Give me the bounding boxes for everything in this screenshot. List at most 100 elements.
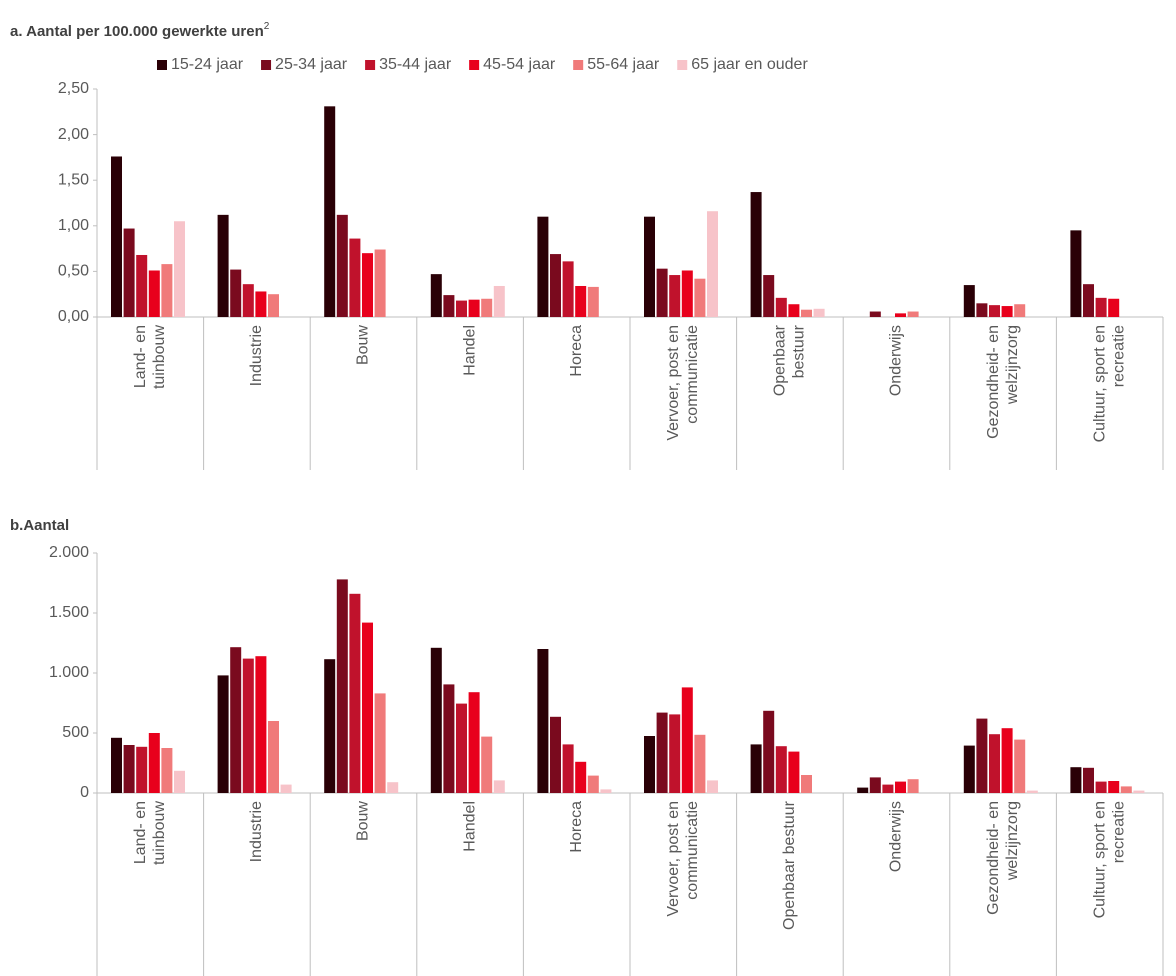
bar <box>857 787 869 793</box>
bar <box>963 745 975 793</box>
bar <box>707 211 718 317</box>
legend-swatch <box>365 60 376 70</box>
x-tick-label: welzijnzorg <box>1004 325 1021 405</box>
bar <box>430 274 442 317</box>
bar <box>976 303 988 317</box>
x-tick-label: Gezondheid- en <box>985 325 1002 439</box>
x-tick-label: welzijnzorg <box>1004 801 1021 881</box>
bar <box>174 221 185 317</box>
x-tick-label: Bouw <box>355 801 372 841</box>
bar <box>362 253 373 317</box>
bar <box>1120 786 1132 793</box>
bar <box>656 268 668 317</box>
bar <box>989 734 1000 793</box>
bar <box>1095 297 1107 317</box>
bar <box>575 285 587 317</box>
bar <box>537 649 549 793</box>
bar <box>280 784 292 793</box>
x-tick-label: Land- en <box>132 801 149 864</box>
bar <box>869 777 881 793</box>
bar <box>907 779 919 793</box>
bar <box>869 311 881 317</box>
x-tick-label: Openbaar <box>772 324 789 396</box>
bar <box>349 593 361 793</box>
bar <box>694 278 706 317</box>
bar <box>1108 781 1120 793</box>
bar <box>801 775 812 793</box>
bar <box>217 214 229 317</box>
bar <box>895 781 906 793</box>
bar <box>1108 298 1120 317</box>
x-tick-label: Horeca <box>568 801 585 853</box>
bar <box>456 703 467 793</box>
x-tick-label: Industrie <box>248 801 265 862</box>
bar <box>174 770 185 793</box>
bar <box>669 714 681 793</box>
bar <box>587 775 599 793</box>
chart-title: a. Aantal per 100.000 gewerkte uren2 <box>10 21 270 40</box>
bar <box>1001 728 1013 793</box>
bar <box>443 684 455 793</box>
y-tick-label: 0,00 <box>58 308 89 325</box>
bar <box>788 304 800 317</box>
bar <box>681 687 693 793</box>
bar <box>976 718 988 793</box>
bar <box>750 192 762 317</box>
legend-swatch <box>573 60 584 70</box>
bar <box>387 782 399 793</box>
x-tick-label: Onderwijs <box>888 325 905 396</box>
bar <box>161 748 173 793</box>
bar <box>336 579 348 793</box>
x-tick-label: bestuur <box>791 324 808 378</box>
x-tick-label: communicatie <box>684 801 701 900</box>
bar <box>255 656 267 793</box>
y-tick-label: 1.000 <box>49 664 89 681</box>
bar <box>537 216 549 317</box>
bar <box>374 249 386 317</box>
bar <box>707 780 718 793</box>
legend-label: 35-44 jaar <box>379 56 452 73</box>
bar <box>575 761 587 793</box>
bar <box>111 737 122 793</box>
legend-swatch <box>261 60 272 70</box>
bar <box>443 295 455 317</box>
y-tick-label: 500 <box>62 724 89 741</box>
x-tick-label: tuinbouw <box>151 325 168 389</box>
y-tick-label: 1.500 <box>49 604 89 621</box>
bar <box>217 675 229 793</box>
bar <box>242 284 254 317</box>
bar <box>456 300 467 317</box>
x-tick-label: Handel <box>461 801 478 852</box>
x-tick-label: Openbaar bestuur <box>781 800 798 930</box>
bar <box>763 710 775 793</box>
bar <box>230 647 242 793</box>
chart-title: b.Aantal <box>10 517 69 534</box>
x-tick-label: Cultuur, sport en <box>1091 801 1108 918</box>
bar <box>468 692 480 793</box>
bar <box>336 214 348 317</box>
bar <box>374 693 386 793</box>
bar <box>550 254 561 317</box>
legend-label: 15-24 jaar <box>171 56 244 73</box>
y-tick-label: 0 <box>80 784 89 801</box>
bar <box>1014 304 1026 317</box>
bar <box>230 269 242 317</box>
x-tick-label: tuinbouw <box>151 801 168 865</box>
bar <box>907 311 919 317</box>
bar <box>1001 306 1013 317</box>
bar <box>600 789 612 793</box>
bar <box>562 744 574 793</box>
bar <box>268 294 279 317</box>
bar <box>775 297 787 317</box>
bar <box>481 736 493 793</box>
bar <box>349 238 361 317</box>
y-tick-label: 0,50 <box>58 263 89 280</box>
bar <box>242 658 254 793</box>
bar <box>111 156 122 317</box>
bar <box>895 313 906 317</box>
bar <box>963 285 975 317</box>
y-tick-label: 2,50 <box>58 80 89 97</box>
legend-swatch <box>157 60 167 70</box>
x-tick-label: Handel <box>461 325 478 376</box>
